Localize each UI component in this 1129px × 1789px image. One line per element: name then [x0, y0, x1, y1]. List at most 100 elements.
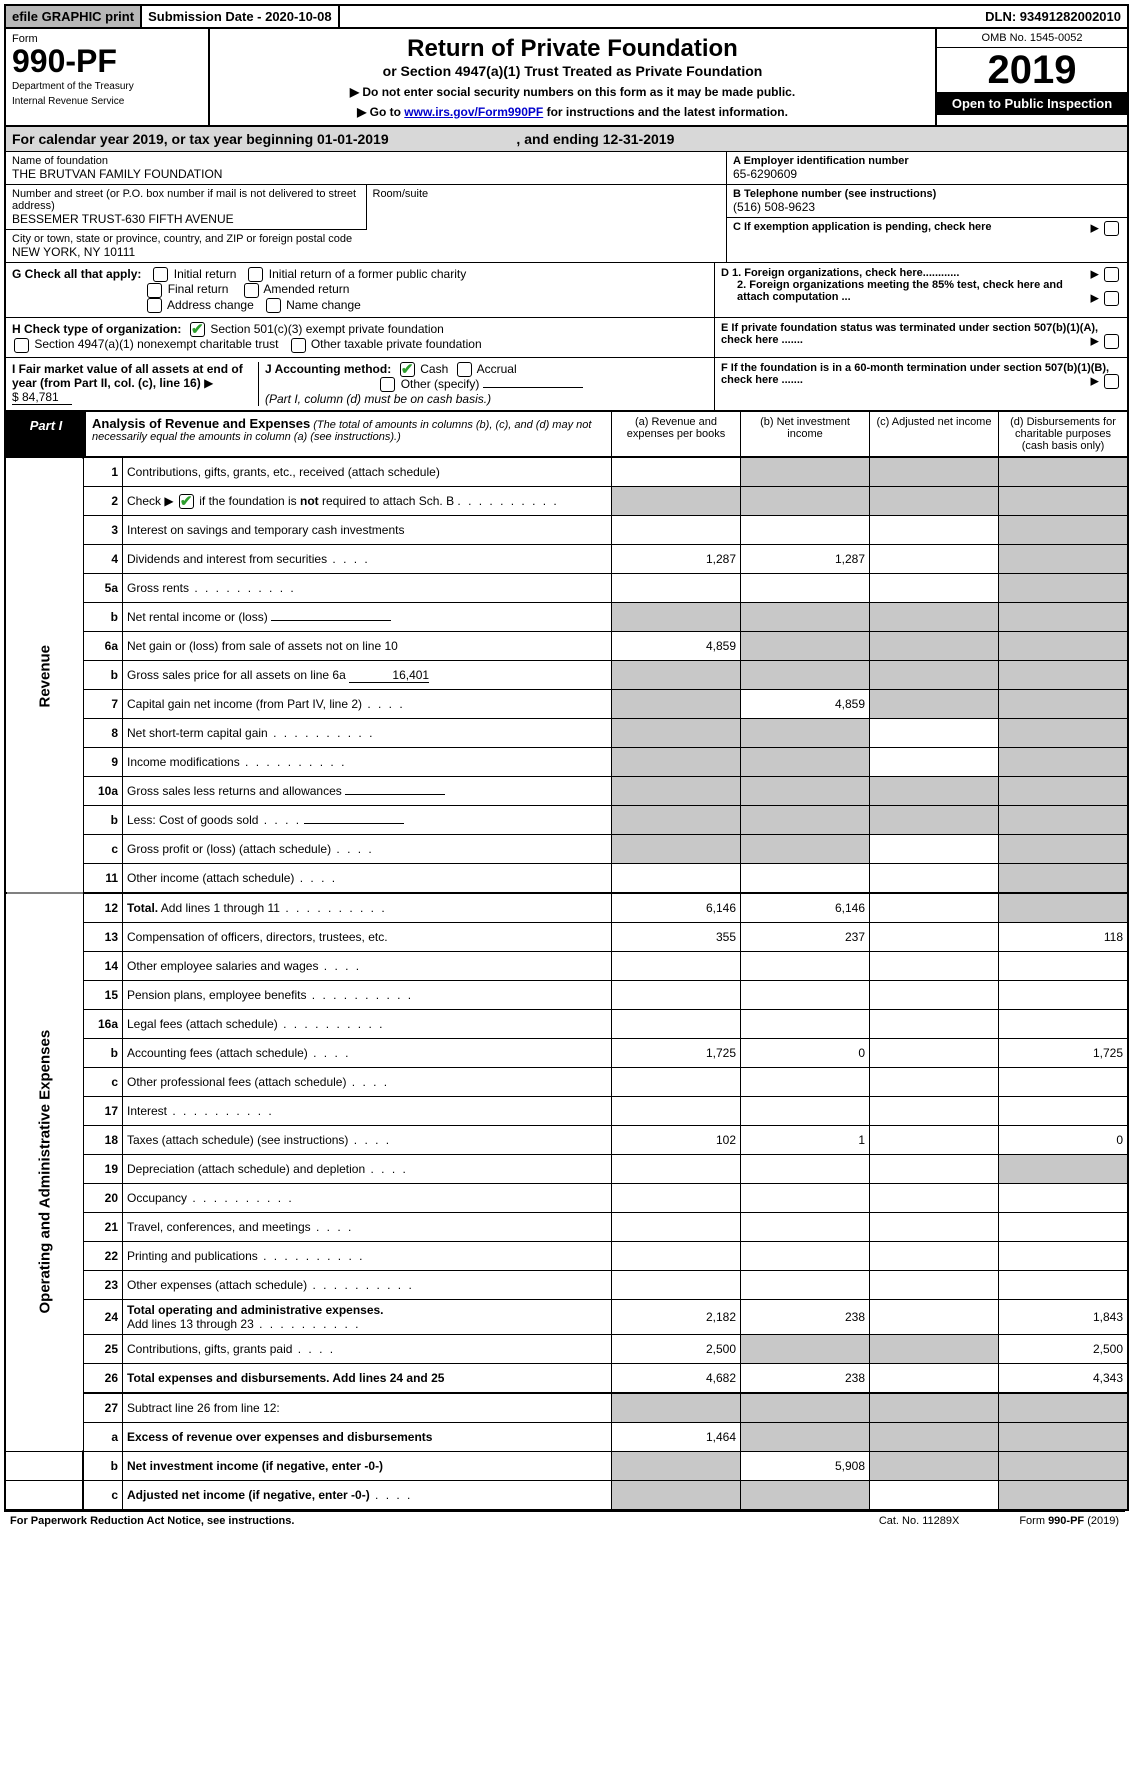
g-amended-checkbox[interactable] [244, 283, 259, 298]
fmv-value: $ 84,781 [12, 390, 72, 405]
cell-value: 1,725 [999, 1039, 1128, 1068]
h-4947-checkbox[interactable] [14, 338, 29, 353]
g-initial-checkbox[interactable] [153, 267, 168, 282]
cell-value: 0 [741, 1039, 870, 1068]
cell-value: 2,500 [999, 1335, 1128, 1364]
irs-link[interactable]: www.irs.gov/Form990PF [404, 105, 543, 119]
h-other-checkbox[interactable] [291, 338, 306, 353]
table-row: 22Printing and publications [6, 1242, 1127, 1271]
ein-label: A Employer identification number [733, 155, 909, 167]
exemption-checkbox[interactable] [1104, 221, 1119, 236]
line-no: 21 [83, 1213, 123, 1242]
line-desc: Gross profit or (loss) (attach schedule) [127, 842, 331, 856]
line-desc: Income modifications [127, 755, 240, 769]
line-desc: Net investment income (if negative, ente… [127, 1459, 383, 1473]
cell-value: 1,843 [999, 1300, 1128, 1335]
schb-checkbox[interactable] [179, 494, 194, 509]
line-desc: Capital gain net income (from Part IV, l… [127, 697, 362, 711]
j-cash-checkbox[interactable] [400, 362, 415, 377]
g-o6: Name change [286, 298, 361, 312]
g-label: G Check all that apply: [12, 267, 141, 281]
table-row: 26Total expenses and disbursements. Add … [6, 1364, 1127, 1394]
table-row: 23Other expenses (attach schedule) [6, 1271, 1127, 1300]
e-text: E If private foundation status was termi… [721, 322, 1098, 346]
city-value: NEW YORK, NY 10111 [12, 245, 720, 259]
table-row: bLess: Cost of goods sold [6, 806, 1127, 835]
line-no: 10a [83, 777, 123, 806]
footer-left: For Paperwork Reduction Act Notice, see … [10, 1515, 294, 1527]
f-text: F If the foundation is in a 60-month ter… [721, 362, 1109, 386]
inline-value: 16,401 [349, 668, 429, 683]
j-note: (Part I, column (d) must be on cash basi… [265, 392, 491, 406]
g-name-checkbox[interactable] [266, 298, 281, 313]
cell-value: 1,287 [741, 545, 870, 574]
d2-checkbox[interactable] [1104, 291, 1119, 306]
submission-date: Submission Date - 2020-10-08 [142, 6, 340, 27]
phone-value: (516) 508-9623 [733, 200, 1121, 214]
line-no: 22 [83, 1242, 123, 1271]
line-no: 19 [83, 1155, 123, 1184]
line-no: 18 [83, 1126, 123, 1155]
j-accrual: Accrual [477, 362, 517, 376]
form-number: 990-PF [12, 45, 202, 77]
table-row: bAccounting fees (attach schedule)1,7250… [6, 1039, 1127, 1068]
table-row: bNet rental income or (loss) [6, 603, 1127, 632]
line-desc: Less: Cost of goods sold [127, 813, 258, 827]
line-desc: Dividends and interest from securities [127, 552, 327, 566]
g-final-checkbox[interactable] [147, 283, 162, 298]
line-desc: Interest [127, 1104, 167, 1118]
j-accrual-checkbox[interactable] [457, 362, 472, 377]
table-row: 11 Other income (attach schedule) [6, 864, 1127, 894]
name-label: Name of foundation [12, 155, 720, 167]
j-cash: Cash [420, 362, 448, 376]
line-no: 16a [83, 1010, 123, 1039]
line-no: a [83, 1423, 123, 1452]
cell-value: 1,287 [612, 545, 741, 574]
line-desc: Occupancy [127, 1191, 187, 1205]
h-501c3-checkbox[interactable] [190, 322, 205, 337]
line-no: 3 [83, 516, 123, 545]
line-desc: Depreciation (attach schedule) and deple… [127, 1162, 365, 1176]
cell-value: 0 [999, 1126, 1128, 1155]
line-no: 9 [83, 748, 123, 777]
irs-label: Internal Revenue Service [12, 96, 202, 107]
table-row: 25Contributions, gifts, grants paid2,500… [6, 1335, 1127, 1364]
e-checkbox[interactable] [1104, 334, 1119, 349]
g-address-checkbox[interactable] [147, 298, 162, 313]
table-row: 13Compensation of officers, directors, t… [6, 923, 1127, 952]
j-other-checkbox[interactable] [380, 377, 395, 392]
d1-text: D 1. Foreign organizations, check here..… [721, 267, 959, 279]
instr2-pre: Go to [370, 105, 405, 119]
line-desc: Pension plans, employee benefits [127, 988, 306, 1002]
line-no: 11 [83, 864, 123, 894]
instruction-2: ▶ Go to www.irs.gov/Form990PF for instru… [216, 105, 929, 119]
tax-year: 2019 [937, 48, 1127, 92]
line-desc: Travel, conferences, and meetings [127, 1220, 311, 1234]
h-o2: Section 4947(a)(1) nonexempt charitable … [34, 337, 278, 351]
line-desc: Other professional fees (attach schedule… [127, 1075, 346, 1089]
f-checkbox[interactable] [1104, 374, 1119, 389]
cell-value: 237 [741, 923, 870, 952]
identity-block: Name of foundation THE BRUTVAN FAMILY FO… [6, 152, 1127, 263]
line-no: 17 [83, 1097, 123, 1126]
col-d-header: (d) Disbursements for charitable purpose… [998, 412, 1127, 456]
cell-value: 6,146 [612, 893, 741, 923]
d1-checkbox[interactable] [1104, 267, 1119, 282]
line-no: b [83, 661, 123, 690]
line-desc: Other income (attach schedule) [127, 871, 294, 885]
page-footer: For Paperwork Reduction Act Notice, see … [4, 1511, 1125, 1530]
table-row: 7Capital gain net income (from Part IV, … [6, 690, 1127, 719]
table-row: 27Subtract line 26 from line 12: [6, 1393, 1127, 1423]
line-desc: Total expenses and disbursements. Add li… [127, 1371, 444, 1385]
efile-print-button[interactable]: efile GRAPHIC print [6, 6, 142, 27]
g-initial-public-checkbox[interactable] [248, 267, 263, 282]
cell-value: 2,182 [612, 1300, 741, 1335]
table-row: 18Taxes (attach schedule) (see instructi… [6, 1126, 1127, 1155]
line-no: 13 [83, 923, 123, 952]
line-no: 1 [83, 458, 123, 487]
g-row: G Check all that apply: Initial return I… [12, 267, 708, 313]
line-desc: Excess of revenue over expenses and disb… [127, 1430, 432, 1444]
g-o5: Address change [167, 298, 254, 312]
open-public-badge: Open to Public Inspection [937, 92, 1127, 115]
table-row: cGross profit or (loss) (attach schedule… [6, 835, 1127, 864]
